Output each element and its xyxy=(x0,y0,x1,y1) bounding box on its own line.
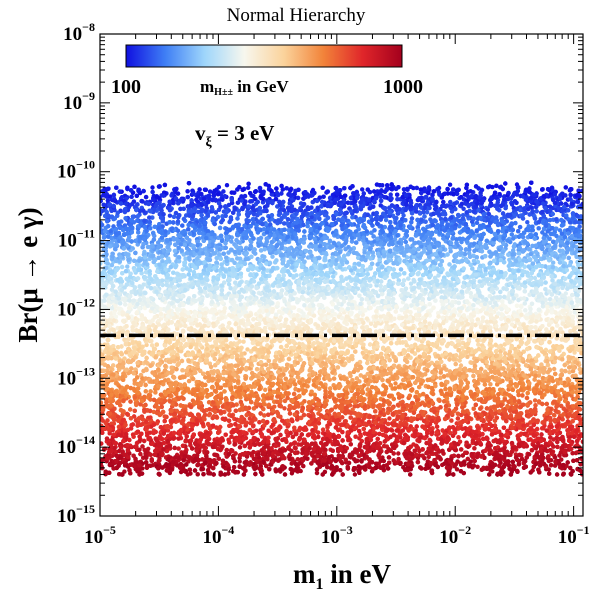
scatter-point xyxy=(150,185,155,190)
scatter-point xyxy=(532,398,538,403)
scatter-point xyxy=(559,387,564,392)
scatter-point xyxy=(151,409,156,415)
scatter-point xyxy=(408,281,414,286)
scatter-point xyxy=(475,464,480,469)
scatter-point xyxy=(282,348,287,353)
scatter-point xyxy=(125,264,130,269)
scatter-point xyxy=(448,249,453,254)
scatter-point xyxy=(450,236,455,241)
scatter-points xyxy=(100,180,583,477)
scatter-point xyxy=(396,451,401,456)
scatter-point xyxy=(387,416,392,421)
scatter-point xyxy=(320,427,326,432)
scatter-point xyxy=(226,202,232,208)
scatter-point xyxy=(233,385,238,390)
scatter-point xyxy=(534,329,539,334)
scatter-point xyxy=(426,454,431,460)
scatter-point xyxy=(216,184,222,190)
chart-title: Normal Hierarchy xyxy=(227,5,366,26)
scatter-point xyxy=(144,342,149,348)
scatter-point xyxy=(245,347,250,352)
scatter-point xyxy=(454,467,460,472)
scatter-point xyxy=(551,260,556,265)
scatter-point xyxy=(263,387,268,392)
scatter-point xyxy=(532,275,538,281)
scatter-point xyxy=(401,187,407,192)
scatter-point xyxy=(552,366,557,372)
scatter-point xyxy=(100,347,103,353)
scatter-point xyxy=(474,220,480,225)
scatter-point xyxy=(352,472,358,477)
scatter-point xyxy=(219,238,225,244)
scatter-point xyxy=(224,183,230,188)
scatter-point xyxy=(460,213,466,218)
scatter-point xyxy=(525,220,530,225)
scatter-point xyxy=(282,406,287,411)
scatter-point xyxy=(388,192,393,197)
scatter-point xyxy=(241,339,246,344)
scatter-point xyxy=(567,370,572,375)
scatter-point xyxy=(167,213,173,218)
scatter-point xyxy=(393,381,398,386)
scatter-point xyxy=(563,291,568,296)
scatter-point xyxy=(149,343,155,348)
scatter-point xyxy=(458,363,464,368)
scatter-point xyxy=(360,187,365,192)
scatter-point xyxy=(560,330,565,335)
scatter-point xyxy=(237,459,242,464)
scatter-point xyxy=(148,430,153,435)
scatter-point xyxy=(226,282,232,287)
scatter-point xyxy=(557,228,563,233)
scatter-point xyxy=(297,341,302,346)
scatter-point xyxy=(246,185,251,190)
scatter-point xyxy=(272,404,277,409)
scatter-point xyxy=(447,182,453,187)
scatter-point xyxy=(270,254,275,259)
scatter-point xyxy=(364,316,370,321)
